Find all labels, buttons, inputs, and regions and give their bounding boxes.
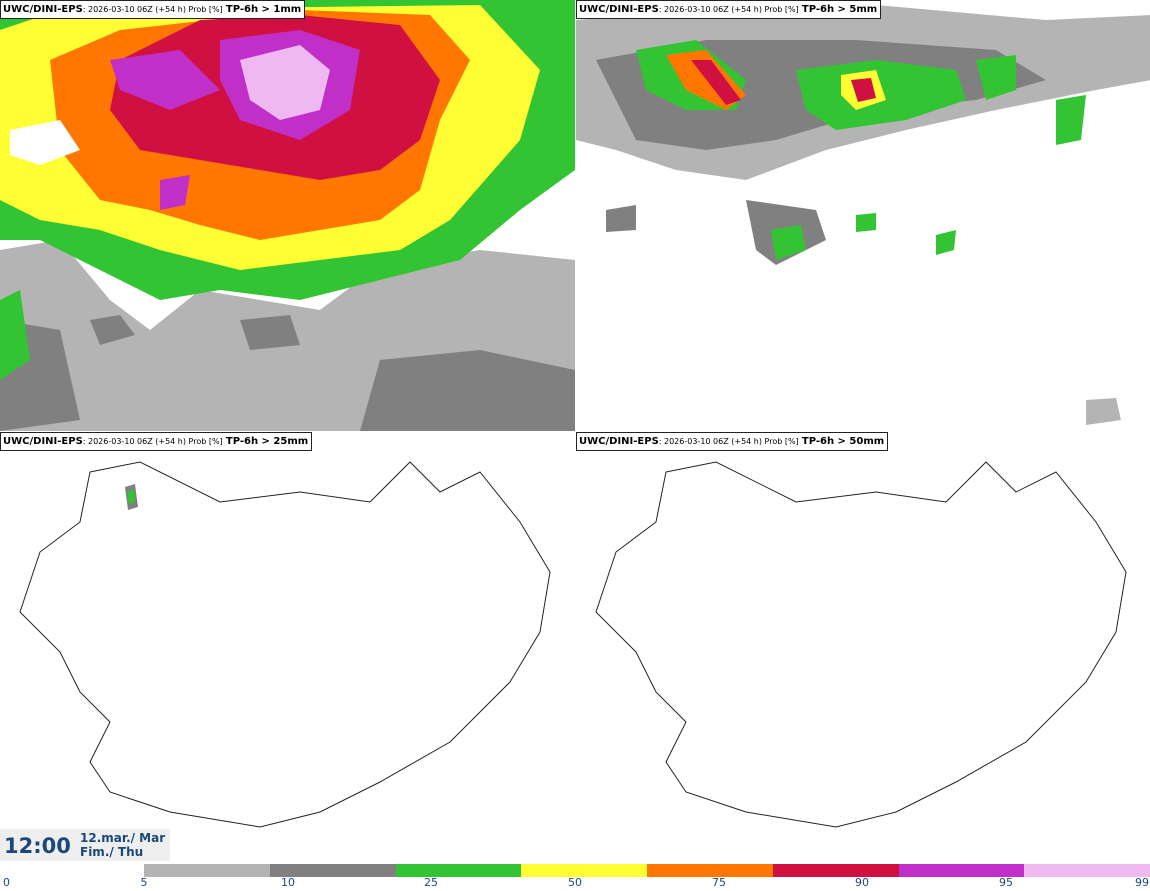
- valid-date-line2: Fim./ Thu: [80, 845, 144, 859]
- map-panel-25mm: UWC/DINI-EPS: 2026-03-10 06Z (+54 h) Pro…: [0, 432, 575, 863]
- colorbar-segment: [269, 864, 396, 877]
- colorbar-tick: 75: [712, 876, 726, 889]
- valid-date: 12.mar./ Mar Fim./ Thu: [80, 831, 165, 859]
- colorbar-segment: [898, 864, 1025, 877]
- colorbar-tick: 99: [1135, 876, 1149, 889]
- colorbar-tick: 95: [999, 876, 1013, 889]
- panel-title: UWC/DINI-EPS: 2026-03-10 06Z (+54 h) Pro…: [0, 0, 306, 19]
- colorbar-segment: [772, 864, 899, 877]
- valid-time: 12:00: [4, 834, 71, 858]
- valid-time-box: 12:00 12.mar./ Mar Fim./ Thu: [0, 829, 170, 861]
- map-panel-5mm: UWC/DINI-EPS: 2026-03-10 06Z (+54 h) Pro…: [576, 0, 1150, 431]
- colorbar-tick: 5: [140, 876, 148, 889]
- probability-map-50mm: [576, 432, 1150, 863]
- panel-title: UWC/DINI-EPS: 2026-03-10 06Z (+54 h) Pro…: [576, 0, 882, 19]
- map-panel-50mm: UWC/DINI-EPS: 2026-03-10 06Z (+54 h) Pro…: [576, 432, 1150, 863]
- colorbar-segment: [395, 864, 522, 877]
- colorbar-segment: [521, 864, 647, 877]
- panel-title: UWC/DINI-EPS: 2026-03-10 06Z (+54 h) Pro…: [0, 432, 313, 451]
- panel-title: UWC/DINI-EPS: 2026-03-10 06Z (+54 h) Pro…: [576, 432, 889, 451]
- colorbar-segment: [647, 864, 773, 877]
- valid-date-line1: 12.mar./ Mar: [80, 831, 166, 845]
- colorbar-tick: 0: [3, 876, 10, 889]
- colorbar-tick: 10: [281, 876, 295, 889]
- probability-map-25mm: [0, 432, 575, 863]
- map-panel-1mm: UWC/DINI-EPS: 2026-03-10 06Z (+54 h) Pro…: [0, 0, 575, 431]
- colorbar-segment: [1024, 864, 1150, 877]
- colorbar-segment: [144, 864, 270, 877]
- probability-map-1mm: [0, 0, 575, 431]
- probability-map-5mm: [576, 0, 1150, 431]
- colorbar-tick: 90: [855, 876, 869, 889]
- probability-colorbar: [144, 864, 1150, 877]
- colorbar-tick: 25: [424, 876, 438, 889]
- colorbar-tick: 50: [568, 876, 582, 889]
